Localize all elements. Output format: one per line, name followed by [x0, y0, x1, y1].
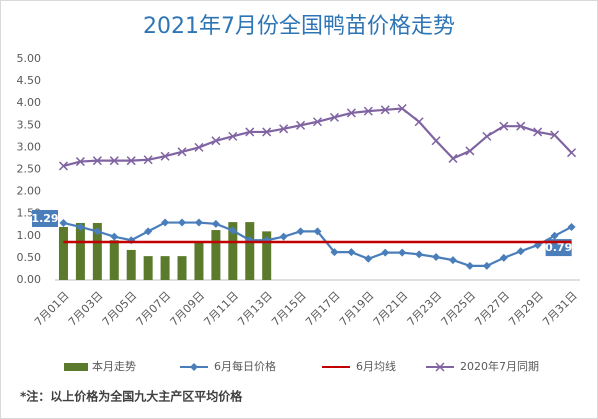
point: [516, 247, 525, 256]
point: [313, 227, 322, 236]
chart-title: 2021年7月份全国鸭苗价格走势: [143, 14, 455, 39]
point: [533, 127, 543, 137]
y-tick-label: 4.00: [17, 96, 42, 109]
point: [499, 253, 508, 262]
point: [329, 112, 339, 122]
data-label: 0.79: [545, 241, 572, 254]
point: [381, 248, 390, 257]
y-tick-label: 2.50: [17, 163, 42, 176]
point: [330, 248, 339, 257]
point: [363, 106, 373, 116]
point: [144, 227, 153, 236]
point: [262, 127, 272, 137]
point: [482, 131, 492, 141]
point: [75, 157, 85, 167]
point: [550, 130, 560, 140]
data-label: 1.29: [31, 212, 58, 225]
point: [567, 148, 577, 158]
bar: [228, 222, 238, 280]
y-tick-label: 0.00: [17, 273, 42, 286]
legend-swatch: [64, 363, 88, 371]
point: [347, 248, 356, 257]
point: [415, 250, 424, 259]
y-tick-label: 5.00: [17, 52, 42, 65]
bar: [245, 222, 255, 280]
point: [499, 121, 509, 131]
legend-label: 6月每日价格: [214, 359, 276, 373]
point: [465, 261, 474, 270]
y-tick-label: 4.50: [17, 74, 42, 87]
point: [194, 142, 204, 152]
point: [380, 105, 390, 115]
point: [550, 231, 559, 240]
point: [364, 254, 373, 263]
point: [279, 124, 289, 134]
legend-label: 6月均线: [356, 359, 396, 373]
point: [431, 136, 441, 146]
point: [296, 120, 306, 130]
point: [160, 151, 170, 161]
point: [126, 156, 136, 166]
point: [177, 147, 187, 157]
point: [346, 108, 356, 118]
point: [58, 161, 68, 171]
bar: [160, 256, 170, 280]
y-tick-label: 3.00: [17, 140, 42, 153]
point: [228, 226, 237, 235]
point: [448, 153, 458, 163]
point: [178, 218, 187, 227]
bar: [126, 249, 136, 280]
point: [110, 232, 119, 241]
point: [92, 156, 102, 166]
point: [93, 227, 102, 236]
point: [109, 156, 119, 166]
bar: [194, 242, 204, 280]
point: [312, 117, 323, 127]
point: [76, 222, 85, 231]
point: [482, 261, 491, 270]
bar: [92, 222, 102, 280]
bar: [109, 240, 119, 280]
point: [211, 219, 220, 228]
legend-label: 本月走势: [92, 359, 136, 373]
bar: [75, 222, 85, 280]
point: [279, 232, 288, 241]
point: [245, 127, 255, 137]
legend-label: 2020年7月同期: [460, 359, 539, 373]
point: [143, 155, 153, 165]
point: [194, 218, 203, 227]
point: [296, 227, 305, 236]
point: [59, 218, 68, 227]
bar: [177, 256, 187, 280]
point: [448, 256, 457, 265]
footnote: *注：以上价格为全国九大主产区平均价格: [20, 389, 243, 404]
bar: [211, 230, 221, 280]
y-tick-label: 3.50: [17, 118, 42, 131]
point: [516, 121, 526, 131]
data-label-box: [32, 209, 58, 227]
point: [161, 218, 170, 227]
y-tick-label: 2.00: [17, 185, 42, 198]
point: [432, 253, 441, 262]
point: [228, 131, 238, 141]
bar: [143, 256, 153, 280]
point: [398, 248, 407, 257]
point: [567, 222, 576, 231]
point: [465, 146, 475, 156]
y-tick-label: 1.00: [17, 229, 42, 242]
bar: [262, 231, 272, 280]
legend-marker: [190, 363, 198, 371]
bar: [58, 226, 68, 280]
data-label-box: [545, 239, 572, 257]
y-tick-label: 0.50: [17, 251, 42, 264]
point: [397, 103, 407, 114]
point: [211, 136, 221, 146]
point: [414, 117, 424, 127]
legend-marker: [435, 362, 445, 372]
